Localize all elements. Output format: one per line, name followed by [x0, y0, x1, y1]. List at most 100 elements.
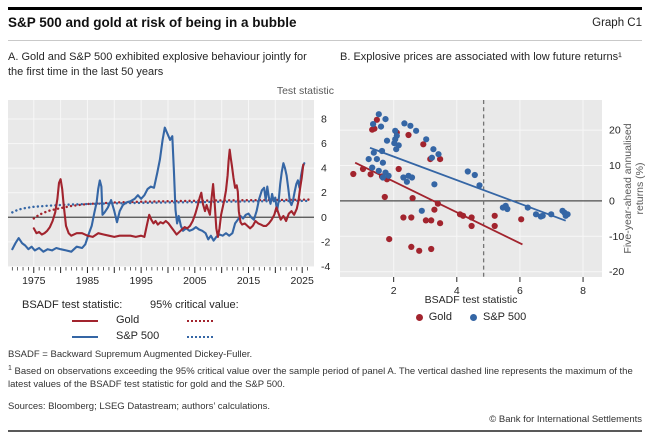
- legend-b-sp500-label: S&P 500: [483, 311, 527, 323]
- panel-b-legend: Gold S&P 500: [340, 311, 602, 323]
- axis-tick-label: 0: [609, 195, 615, 207]
- scatter-point-gold: [373, 116, 380, 123]
- sources-line: Sources: Bloomberg; LSEG Datastream; aut…: [8, 401, 271, 412]
- axis-tick-label: 8: [580, 285, 586, 297]
- scatter-point-gold: [381, 193, 388, 201]
- axis-tick-label: 6: [517, 285, 523, 297]
- scatter-point-s-p-500: [379, 159, 386, 166]
- legend-a-sp500-critical-swatch: [187, 336, 213, 338]
- panel-b-x-axis-label: BSADF test statistic: [424, 294, 518, 306]
- scatter-point-gold: [491, 222, 498, 230]
- panel-b-chart: 2 4 6 8 -20 -10 0 10 20 Five-year-ahead annualise…: [340, 100, 646, 297]
- scatter-point-s-p-500: [377, 123, 385, 130]
- scatter-point-s-p-500: [403, 178, 410, 185]
- series-gold: [32, 148, 305, 238]
- scatter-point-gold: [428, 217, 435, 224]
- scatter-point-s-p-500: [428, 154, 435, 161]
- copyright-line: © Bank for International Settlements: [489, 414, 642, 425]
- scatter-point-gold: [437, 220, 444, 227]
- scatter-point-s-p-500: [548, 211, 555, 218]
- panel-b-plot-area: [340, 100, 602, 277]
- footnote-1-text: Based on observations exceeding the 95% …: [8, 366, 633, 391]
- scatter-point-s-p-500: [401, 120, 408, 127]
- scatter-point-s-p-500: [385, 172, 392, 179]
- scatter-point-s-p-500: [435, 151, 442, 158]
- scatter-point-gold: [460, 212, 467, 219]
- scatter-point-s-p-500: [369, 164, 376, 171]
- footnote-1-marker: 1: [8, 365, 12, 372]
- axis-tick-label: -4: [321, 261, 330, 273]
- bottom-rule: [8, 430, 642, 432]
- axis-tick-label: -2: [321, 236, 330, 248]
- scatter-point-gold: [422, 217, 429, 224]
- axis-tick-label: 2: [321, 187, 327, 199]
- legend-a-gold-label: Gold: [116, 314, 140, 326]
- scatter-point-gold: [428, 245, 435, 253]
- sp500-dot-icon: [470, 313, 477, 321]
- scatter-point-gold: [408, 214, 415, 221]
- scatter-point-gold: [400, 214, 407, 221]
- footnote-1: 1 Based on observations exceeding the 95…: [8, 364, 642, 392]
- legend-a-col2-header: 95% critical value:: [150, 299, 239, 311]
- axis-tick-label: 8: [321, 114, 327, 126]
- scatter-point-s-p-500: [393, 146, 400, 153]
- scatter-point-s-p-500: [423, 136, 430, 143]
- axis-tick-label: 2: [391, 285, 397, 297]
- scatter-point-gold: [367, 171, 374, 178]
- scatter-point-s-p-500: [464, 168, 471, 175]
- scatter-point-s-p-500: [373, 156, 380, 163]
- series-s-p-500: [11, 126, 306, 253]
- panel-b-y-axis-label: returns (%): [634, 163, 646, 215]
- axis-tick-label: 1975: [22, 275, 46, 287]
- axis-tick-label: 4: [454, 285, 460, 297]
- scatter-point-s-p-500: [400, 174, 407, 181]
- legend-b-sp500-item: S&P 500: [470, 311, 526, 323]
- scatter-point-gold: [468, 222, 475, 230]
- legend-b-gold-label: Gold: [428, 311, 452, 323]
- scatter-point-s-p-500: [365, 156, 372, 163]
- top-rule: [8, 7, 642, 10]
- scatter-point-s-p-500: [418, 207, 425, 214]
- scatter-point-gold: [420, 141, 427, 148]
- scatter-point-gold: [409, 195, 416, 202]
- axis-tick-label: -10: [609, 231, 624, 243]
- axis-tick-label: 2025: [291, 275, 315, 287]
- legend-a-gold-critical-swatch: [187, 320, 213, 322]
- scatter-point-s-p-500: [370, 149, 377, 156]
- panel-a-chart: 1975 1985 1995 2005 2015 2025 -4 -2 0 2 4 6 8: [8, 100, 330, 287]
- series-s-p-500-95-critical-value: [11, 199, 312, 214]
- panel-a-title: A. Gold and S&P 500 exhibited explosive …: [8, 51, 307, 78]
- scatter-point-s-p-500: [413, 127, 420, 134]
- page-title: S&P 500 and gold at risk of being in a b…: [8, 15, 297, 30]
- scatter-point-s-p-500: [430, 146, 437, 153]
- axis-tick-label: 0: [321, 212, 327, 224]
- scatter-point-gold: [491, 212, 498, 219]
- scatter-point-gold: [518, 216, 525, 223]
- scatter-point-s-p-500: [408, 174, 416, 181]
- scatter-point-s-p-500: [375, 111, 382, 118]
- scatter-point-gold: [408, 243, 415, 250]
- legend-a-col1-header: BSADF test statistic:: [22, 299, 123, 311]
- axis-tick-label: -20: [609, 266, 624, 278]
- legend-a-gold-line-swatch: [72, 320, 98, 322]
- scatter-point-s-p-500: [383, 137, 391, 144]
- series-gold-95-critical-value: [32, 198, 312, 220]
- scatter-point-gold: [359, 165, 367, 173]
- scatter-point-s-p-500: [564, 211, 571, 218]
- panel-b-y-axis-label: Five-year-ahead annualised: [622, 123, 634, 253]
- axis-tick-label: 6: [321, 138, 327, 150]
- scatter-point-gold: [437, 156, 444, 163]
- scatter-point-s-p-500: [407, 122, 414, 129]
- axis-tick-label: 2015: [237, 275, 261, 287]
- title-divider: [8, 40, 642, 41]
- trendline-s-p-500-trend: [369, 146, 567, 222]
- scatter-point-s-p-500: [539, 212, 546, 219]
- scatter-point-gold: [386, 236, 393, 243]
- axis-tick-label: 10: [609, 160, 621, 172]
- scatter-point-gold: [434, 200, 441, 207]
- scatter-point-s-p-500: [375, 167, 382, 174]
- scatter-point-s-p-500: [370, 121, 377, 128]
- footnote-abbreviation: BSADF = Backward Supremum Augmented Dick…: [8, 349, 253, 360]
- scatter-point-gold: [416, 247, 423, 254]
- scatter-point-s-p-500: [476, 182, 483, 189]
